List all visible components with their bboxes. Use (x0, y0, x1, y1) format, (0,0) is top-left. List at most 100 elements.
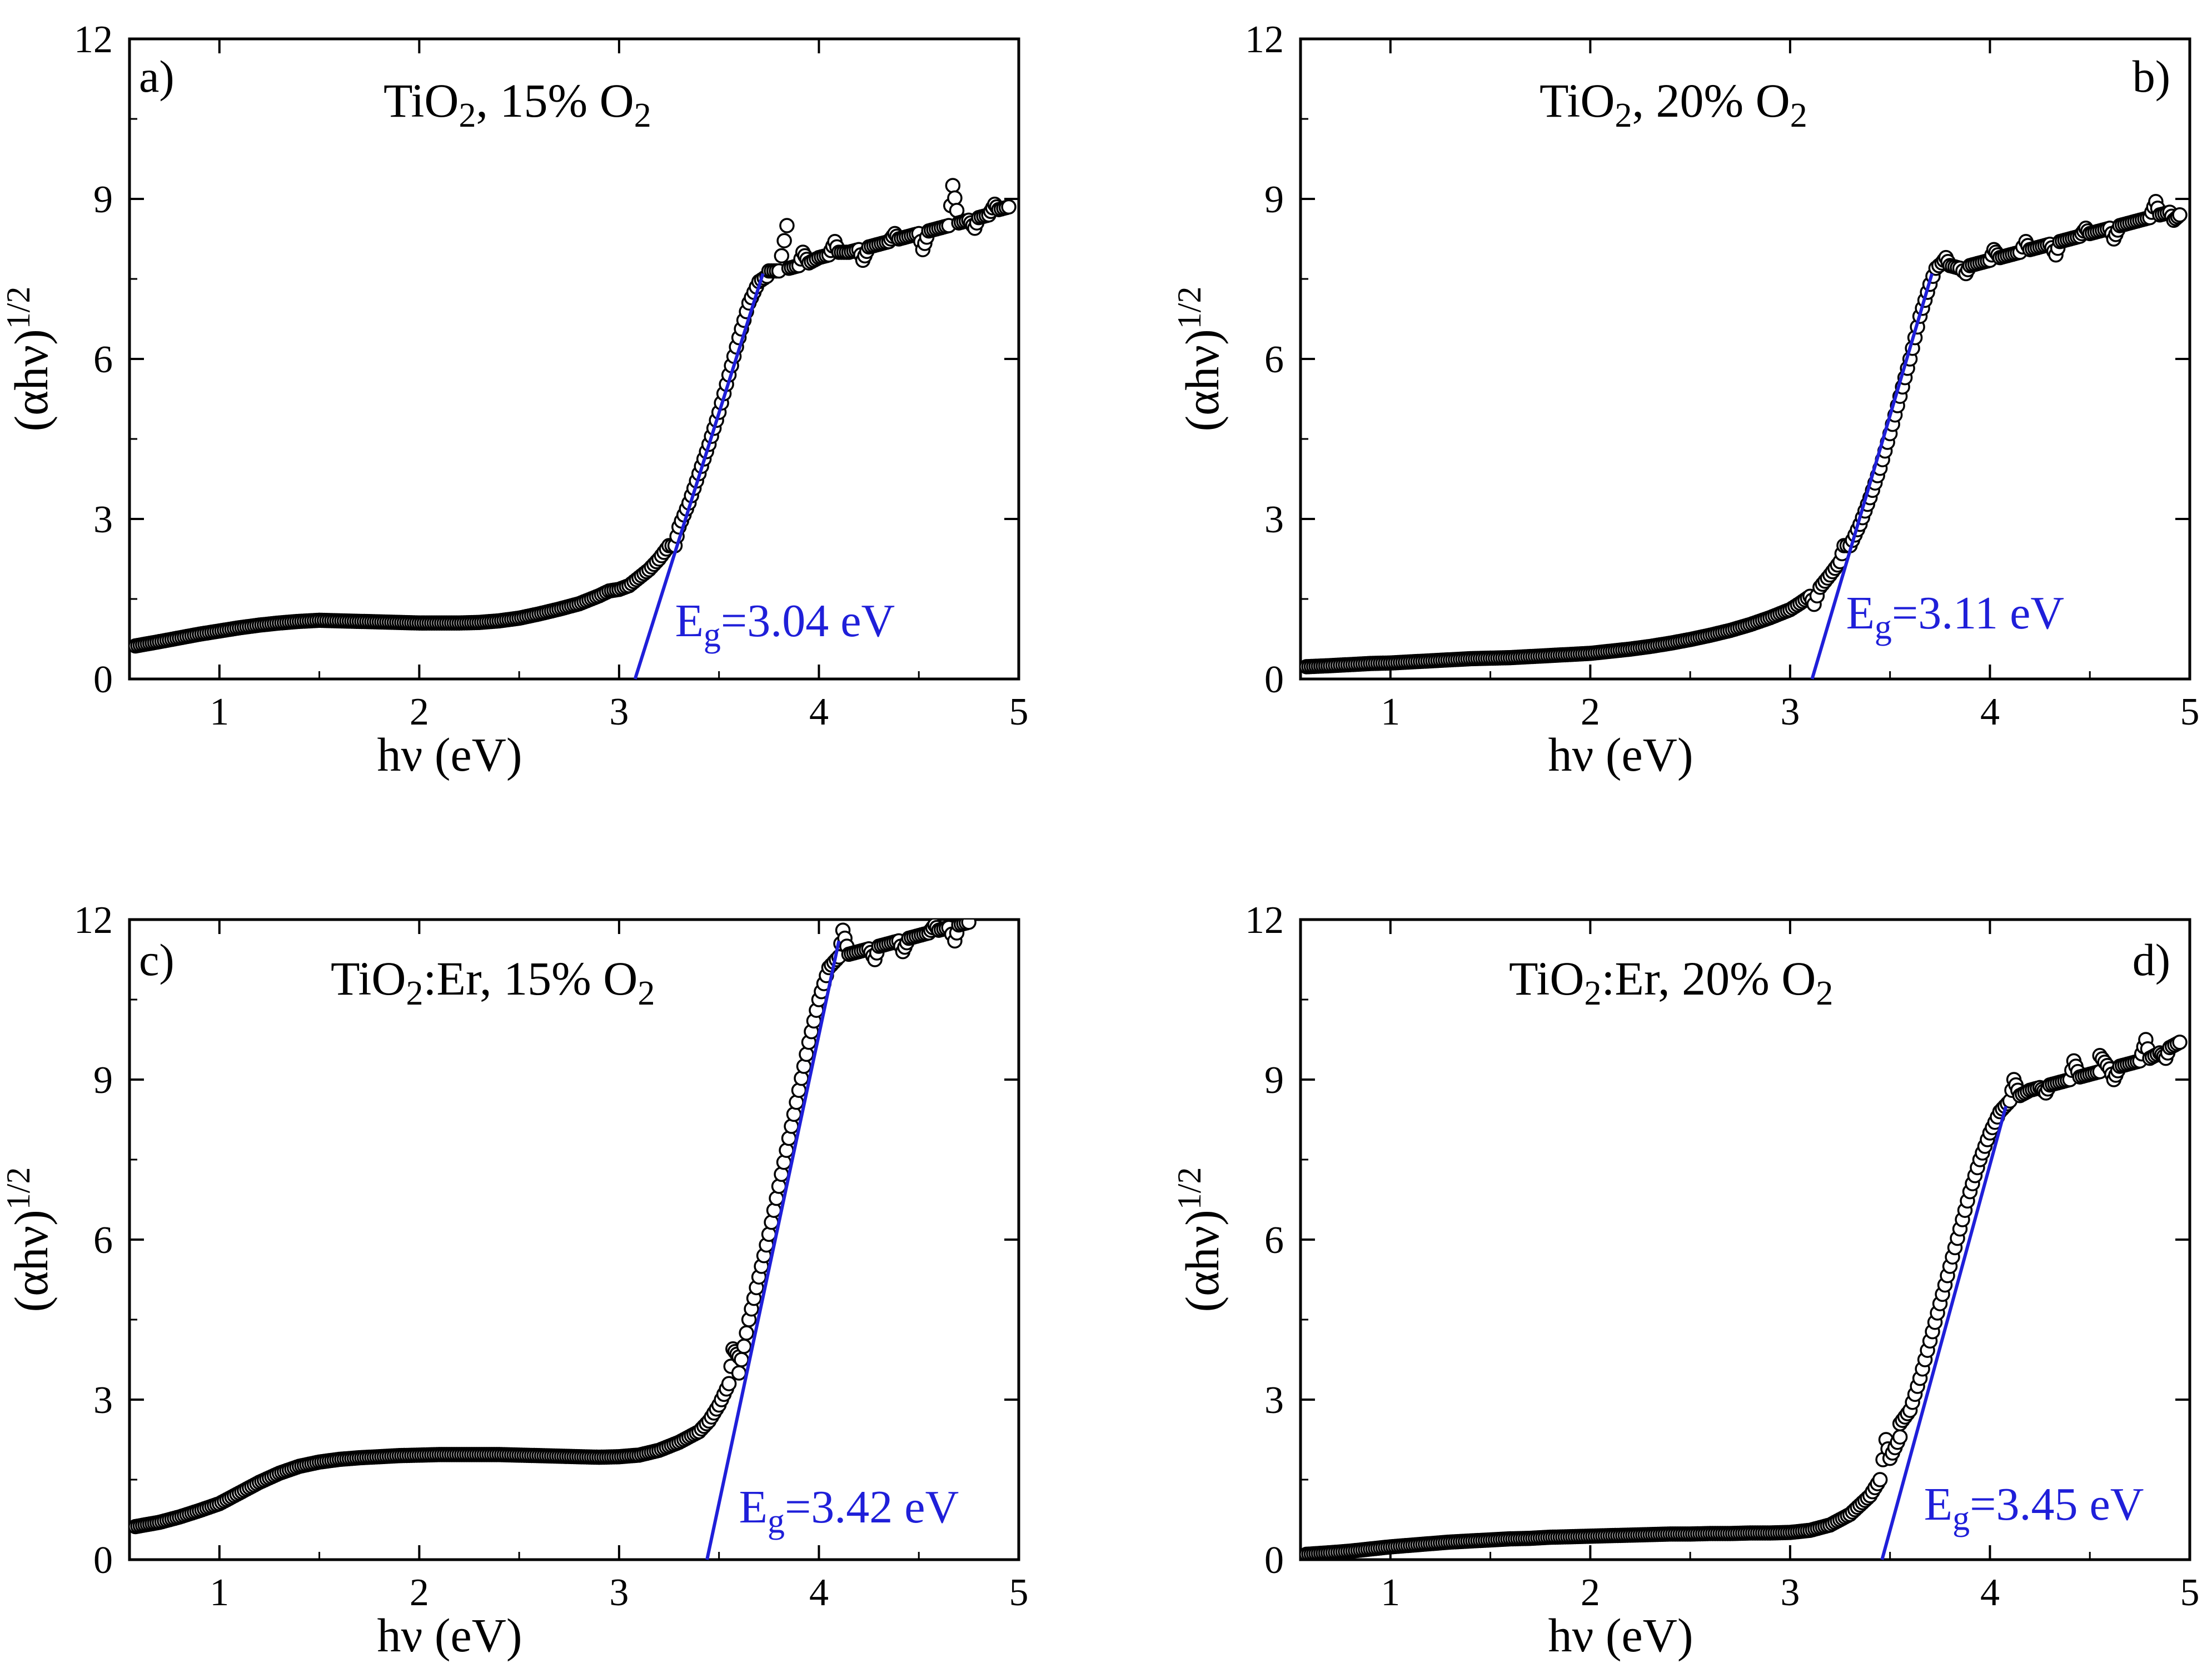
y-tick-label: 12 (1245, 18, 1284, 61)
panel-letter: d) (2133, 935, 2170, 985)
data-point (2172, 207, 2188, 223)
x-tick-label: 5 (2180, 1571, 2200, 1614)
data-point (764, 1215, 779, 1230)
data-point (774, 248, 790, 264)
data-point (1001, 199, 1017, 215)
y-tick-label: 9 (93, 1059, 113, 1102)
x-tick-label: 3 (1780, 691, 1800, 733)
data-point (776, 1155, 792, 1170)
y-tick-label: 9 (93, 178, 113, 221)
data-point (2172, 1035, 2188, 1050)
data-point (771, 1178, 787, 1194)
y-tick-label: 6 (1264, 338, 1284, 381)
x-tick-label: 3 (609, 691, 629, 733)
panel-title: TiO2:Er, 15% O2 (331, 952, 655, 1012)
y-axis-label: (αhν)1/2 (1171, 287, 1229, 432)
bandgap-annotation: Eg=3.11 eV (1846, 587, 2065, 646)
x-tick-label: 2 (1581, 691, 1600, 733)
tauc-fit-line (1810, 273, 1934, 680)
y-axis-label: (αhν)1/2 (1171, 1167, 1229, 1312)
data-point (794, 1070, 809, 1086)
panel-title: TiO2, 20% O2 (1540, 74, 1807, 134)
tauc-fit-line (705, 940, 841, 1560)
y-tick-label: 0 (93, 1539, 113, 1582)
y-tick-label: 9 (1264, 1059, 1284, 1102)
y-tick-label: 3 (1264, 498, 1284, 541)
x-tick-label: 5 (2180, 691, 2200, 733)
y-tick-label: 3 (1264, 1379, 1284, 1422)
bandgap-annotation: Eg=3.42 eV (739, 1481, 959, 1540)
data-point (739, 1325, 754, 1341)
data-series (129, 920, 977, 1535)
data-point (796, 1058, 812, 1074)
data-point (947, 190, 963, 206)
x-tick-label: 1 (210, 1571, 229, 1614)
data-point (731, 1365, 747, 1381)
data-point (721, 1376, 737, 1391)
x-axis-label: hν (eV) (1548, 728, 1693, 781)
x-tick-label: 1 (210, 691, 229, 733)
y-tick-label: 12 (74, 18, 113, 61)
data-point (734, 1352, 749, 1367)
data-series (1301, 1032, 2188, 1560)
x-axis-label: hν (eV) (377, 1609, 522, 1662)
y-tick-label: 12 (1245, 899, 1284, 942)
x-tick-label: 4 (1980, 691, 2000, 733)
x-tick-label: 5 (1009, 1571, 1029, 1614)
data-point (791, 1082, 807, 1098)
panel-title: TiO2:Er, 20% O2 (1509, 952, 1833, 1012)
x-tick-label: 5 (1009, 691, 1029, 733)
panel-letter: a) (139, 51, 175, 102)
y-axis-label: (αhν)1/2 (0, 287, 58, 432)
data-point (961, 920, 977, 930)
panel-letter: c) (139, 935, 175, 985)
data-point (1892, 1429, 1908, 1445)
x-axis-label: hν (eV) (1548, 1609, 1693, 1662)
x-axis-label: hν (eV) (377, 728, 522, 781)
y-tick-label: 0 (1264, 1539, 1284, 1582)
x-tick-label: 1 (1381, 1571, 1400, 1614)
y-tick-label: 6 (1264, 1219, 1284, 1262)
x-tick-label: 4 (809, 1571, 829, 1614)
data-point (779, 1142, 794, 1158)
y-tick-label: 3 (93, 498, 113, 541)
y-tick-label: 3 (93, 1379, 113, 1422)
x-tick-label: 3 (1780, 1571, 1800, 1614)
x-tick-label: 2 (410, 1571, 429, 1614)
y-tick-label: 0 (1264, 658, 1284, 701)
data-point (786, 1106, 802, 1122)
y-tick-label: 0 (93, 658, 113, 701)
data-point (945, 178, 961, 193)
data-point (1872, 1472, 1888, 1487)
tauc-fit-line (633, 273, 765, 680)
y-tick-label: 12 (74, 899, 113, 942)
x-tick-label: 4 (1980, 1571, 2000, 1614)
y-tick-label: 6 (93, 1219, 113, 1262)
panel-letter: b) (2133, 51, 2170, 102)
x-tick-label: 4 (809, 691, 829, 733)
y-tick-label: 9 (1264, 178, 1284, 221)
data-point (776, 233, 792, 248)
data-series (1301, 194, 2188, 675)
data-point (789, 1095, 804, 1110)
data-point (779, 218, 795, 233)
x-tick-label: 3 (609, 1571, 629, 1614)
bandgap-annotation: Eg=3.45 eV (1924, 1479, 2144, 1537)
panel-title: TiO2, 15% O2 (383, 74, 651, 134)
x-tick-label: 2 (410, 691, 429, 733)
x-tick-label: 1 (1381, 691, 1400, 733)
y-tick-label: 6 (93, 338, 113, 381)
data-point (769, 1190, 784, 1206)
bandgap-annotation: Eg=3.04 eV (675, 595, 895, 654)
data-point (774, 1166, 789, 1182)
x-tick-label: 2 (1581, 1571, 1600, 1614)
data-point (761, 1226, 777, 1242)
data-point (766, 1202, 782, 1218)
data-point (736, 1339, 752, 1354)
